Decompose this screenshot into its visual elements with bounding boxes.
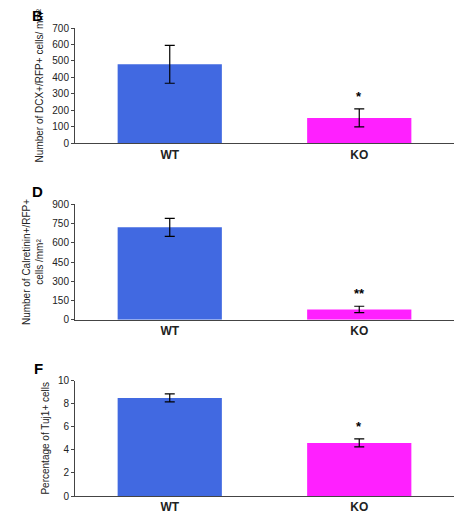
svg-text:D: D	[32, 183, 43, 200]
svg-text:150: 150	[52, 295, 69, 306]
svg-text:750: 750	[52, 218, 69, 229]
svg-text:600: 600	[52, 39, 69, 50]
svg-text:KO: KO	[350, 500, 368, 514]
svg-text:WT: WT	[160, 148, 179, 162]
svg-text:600: 600	[52, 237, 69, 248]
svg-text:0: 0	[63, 491, 69, 502]
svg-text:4: 4	[63, 444, 69, 455]
svg-text:F: F	[34, 360, 43, 377]
svg-text:0: 0	[63, 314, 69, 325]
svg-text:300: 300	[52, 88, 69, 99]
svg-text:WT: WT	[160, 500, 179, 514]
svg-text:6: 6	[63, 421, 69, 432]
svg-text:KO: KO	[350, 148, 368, 162]
svg-text:Number of DCX+/RFP+ cells/ mm²: Number of DCX+/RFP+ cells/ mm²	[34, 8, 45, 162]
svg-text:450: 450	[52, 257, 69, 268]
svg-text:300: 300	[52, 276, 69, 287]
svg-text:0: 0	[63, 138, 69, 149]
svg-text:Number of Calretinin+/RFP+cell: Number of Calretinin+/RFP+cells /mm²	[21, 199, 45, 325]
svg-text:700: 700	[52, 23, 69, 34]
svg-text:*: *	[356, 419, 362, 434]
svg-text:8: 8	[63, 398, 69, 409]
svg-text:*: *	[356, 89, 362, 104]
svg-text:500: 500	[52, 55, 69, 66]
svg-text:Percentage of Tuj1+ cells: Percentage of Tuj1+ cells	[40, 382, 51, 495]
svg-text:10: 10	[58, 375, 70, 386]
svg-text:200: 200	[52, 105, 69, 116]
svg-text:100: 100	[52, 121, 69, 132]
svg-text:400: 400	[52, 72, 69, 83]
svg-text:KO: KO	[350, 324, 368, 338]
svg-text:2: 2	[63, 467, 69, 478]
svg-text:WT: WT	[160, 324, 179, 338]
svg-text:900: 900	[52, 199, 69, 210]
svg-text:B: B	[32, 7, 43, 24]
svg-text:**: **	[354, 286, 365, 301]
